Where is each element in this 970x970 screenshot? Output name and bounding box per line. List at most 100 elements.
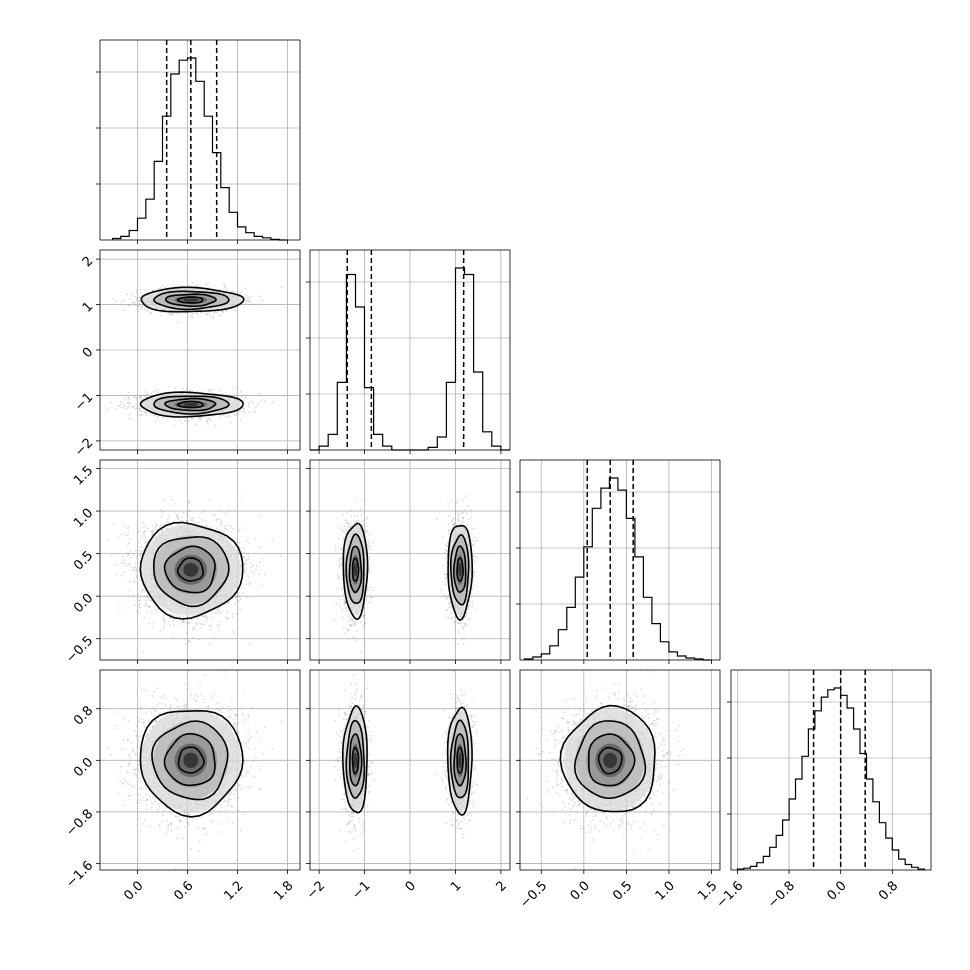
sample-point [123, 571, 126, 573]
sample-point [168, 521, 171, 524]
sample-point [195, 284, 198, 287]
sample-point [218, 524, 221, 527]
sample-point [127, 304, 130, 306]
sample-point [126, 527, 129, 529]
sample-point [184, 420, 187, 422]
sample-point [128, 589, 131, 591]
sample-point [176, 514, 179, 517]
sample-point [182, 387, 185, 390]
panel-frame [99, 39, 301, 241]
sample-point [148, 605, 151, 608]
sample-point [191, 313, 194, 316]
sample-point [123, 405, 126, 408]
sample-point [201, 312, 204, 314]
sample-point [227, 416, 229, 418]
sample-point [187, 640, 190, 643]
sample-point [190, 417, 193, 420]
sample-point [177, 517, 180, 519]
sample-point [174, 387, 177, 390]
sample-point [204, 614, 207, 617]
sample-point [138, 561, 141, 564]
sample-point [186, 284, 189, 286]
sample-point [153, 414, 156, 417]
sample-point [255, 406, 257, 409]
sample-point [190, 618, 193, 621]
sample-point [138, 300, 140, 303]
sample-point [228, 415, 231, 418]
sample-point [144, 542, 146, 544]
sample-point [131, 566, 134, 569]
sample-point [156, 524, 158, 527]
histogram-series [111, 57, 288, 241]
sample-point [127, 554, 130, 556]
sample-point [171, 498, 174, 501]
sample-point [146, 309, 148, 311]
sample-point [159, 525, 161, 528]
sample-point [199, 418, 202, 421]
sample-point [182, 615, 185, 618]
sample-point [240, 390, 242, 393]
sample-point [137, 593, 140, 595]
sample-point [214, 514, 217, 517]
sample-point [245, 299, 248, 302]
sample-point [171, 504, 173, 507]
sample-point [128, 405, 131, 408]
sample-point [194, 622, 197, 624]
sample-point [172, 312, 174, 314]
sample-point [132, 568, 135, 571]
sample-point [185, 632, 188, 635]
sample-point [221, 310, 224, 313]
sample-point [192, 626, 195, 629]
sample-point [146, 527, 149, 530]
sample-point [229, 421, 232, 423]
sample-point [247, 596, 249, 598]
sample-point [139, 414, 141, 417]
sample-point [201, 511, 204, 514]
sample-point [218, 314, 221, 317]
sample-point [151, 532, 154, 535]
sample-point [242, 592, 245, 595]
sample-point [176, 312, 179, 315]
sample-point [206, 420, 208, 422]
sample-point [165, 610, 168, 613]
sample-point [132, 405, 135, 408]
histogram-series [523, 477, 712, 661]
sample-point [259, 561, 262, 564]
sample-point [122, 562, 125, 565]
sample-point [153, 529, 156, 532]
sample-point [162, 510, 165, 513]
sample-point [163, 628, 166, 630]
sample-point [200, 416, 203, 419]
sample-point [106, 539, 109, 542]
sample-point [132, 554, 135, 557]
sample-point [163, 619, 166, 621]
contour-line [176, 296, 204, 304]
sample-point [225, 310, 228, 312]
sample-point [223, 530, 226, 533]
sample-point [258, 392, 261, 395]
sample-point [205, 285, 208, 287]
sample-point [238, 529, 241, 532]
sample-point [140, 553, 143, 555]
contour-line [140, 286, 245, 313]
sample-point [234, 597, 237, 599]
sample-point [222, 414, 224, 417]
sample-point [175, 514, 178, 517]
sample-point [249, 300, 252, 303]
sample-point [209, 314, 212, 317]
contour-line [164, 293, 217, 307]
sample-point [141, 304, 144, 306]
sample-point [146, 309, 149, 312]
sample-point [187, 312, 190, 314]
sample-point [185, 512, 188, 515]
sample-point [208, 418, 211, 421]
sample-point [188, 501, 191, 504]
sample-point [232, 612, 235, 615]
sample-point [211, 317, 214, 320]
sample-point [136, 397, 138, 400]
sample-point [171, 613, 174, 615]
sample-point [216, 608, 219, 611]
sample-point [245, 559, 248, 562]
sample-point [209, 420, 212, 422]
